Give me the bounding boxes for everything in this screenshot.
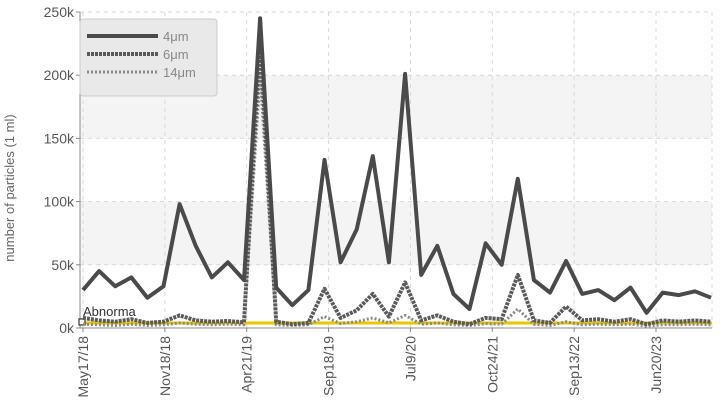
y-tick-label: 0k	[59, 320, 75, 336]
legend-label: 6μm	[163, 47, 189, 62]
y-tick-label: 50k	[51, 257, 75, 273]
series-line	[82, 73, 712, 328]
x-tick-label: Sep18/19	[321, 336, 337, 396]
series-line	[81, 16, 712, 315]
x-tick-label: Sep13/22	[566, 336, 582, 396]
series-line	[82, 35, 712, 327]
x-tick-label: Nov18/18	[157, 336, 173, 396]
threshold-label: Abnorma	[83, 304, 137, 319]
y-tick-label: 150k	[44, 130, 75, 146]
y-tick-label: 200k	[44, 67, 75, 83]
legend: 4μm 6μm 14μm	[79, 18, 218, 97]
background-band	[80, 201, 712, 265]
y-tick-label: 250k	[44, 4, 75, 20]
legend-box	[79, 18, 218, 97]
x-tick-label: Jul9/20	[402, 336, 418, 381]
y-tick-label: 100k	[44, 194, 75, 210]
legend-label: 4μm	[163, 29, 189, 44]
abnormal-threshold: Abnorma	[78, 304, 712, 326]
x-tick-label: Jun20/23	[648, 336, 664, 394]
y-tick-labels: 0k 50k 100k 150k 200k 250k	[44, 4, 80, 336]
y-axis-label: number of particles (1 ml)	[2, 114, 17, 261]
threshold-marker	[78, 318, 86, 326]
series-lines	[81, 16, 712, 328]
x-tick-label: Oct24/21	[484, 336, 500, 393]
x-tick-label: Apr21/19	[239, 336, 255, 393]
legend-label: 14μm	[163, 65, 196, 80]
x-tick-labels: May17/18 Nov18/18 Apr21/19 Sep18/19 Jul9/20 O…	[75, 328, 664, 397]
x-tick-label: May17/18	[75, 336, 91, 398]
